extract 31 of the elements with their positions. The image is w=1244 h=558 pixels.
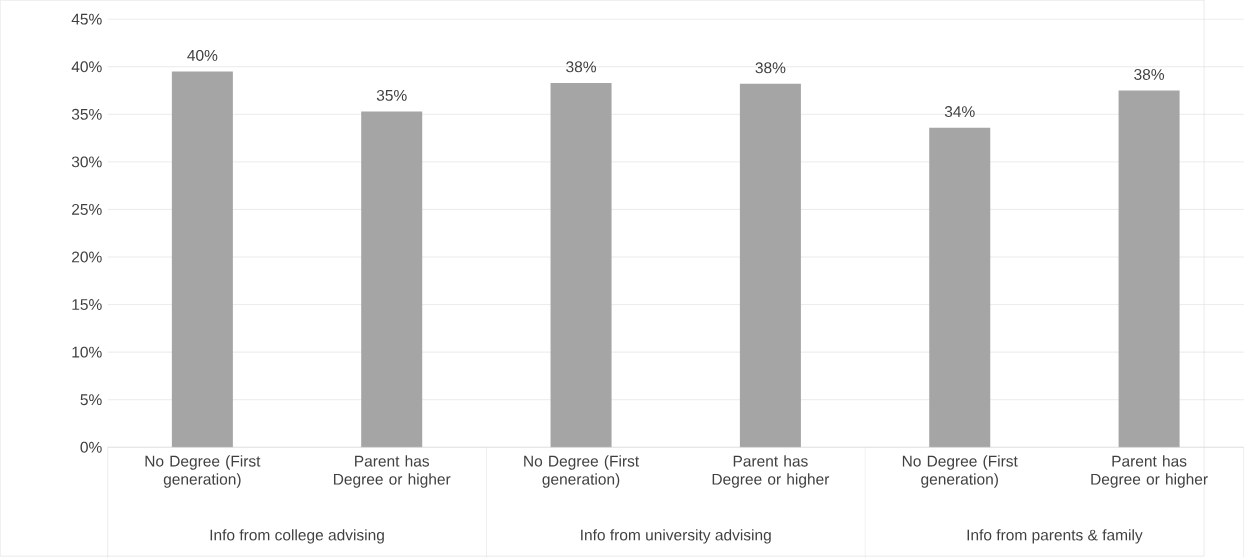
y-tick-label: 30%	[71, 156, 102, 168]
data-label: 35%	[376, 89, 407, 101]
bar	[361, 111, 423, 448]
data-label: 38%	[1134, 69, 1165, 80]
y-tick-label: 20%	[72, 251, 102, 263]
x-tick-label: No Degree (First generation)	[524, 455, 640, 488]
y-tick-label: 35%	[71, 108, 102, 120]
data-label: 38%	[566, 61, 597, 73]
data-label: 40%	[187, 49, 218, 61]
text: Info from parents & family	[967, 529, 1143, 544]
y-tick-label: 5%	[80, 394, 102, 406]
x-tick-label: No Degree (First generation)	[145, 455, 261, 488]
data-label: 38%	[755, 62, 786, 74]
x-tick-label: Parent has Degree or higher	[1091, 455, 1208, 488]
bar	[171, 71, 233, 448]
y-tick-label: 25%	[72, 203, 102, 215]
data-label: 34%	[944, 106, 975, 118]
y-tick-label: 45%	[71, 13, 102, 25]
bar	[550, 82, 612, 448]
y-tick-label: 0%	[80, 441, 102, 453]
bar	[1118, 90, 1180, 448]
x-tick-label: Parent has Degree or higher	[333, 455, 451, 488]
y-tick-label: 15%	[72, 299, 102, 311]
text: Info from college advising	[210, 529, 384, 544]
text: Info from university advising	[581, 529, 771, 544]
y-tick-label: 40%	[71, 61, 102, 73]
bar	[929, 127, 991, 448]
bar	[739, 83, 801, 448]
x-tick-label: No Degree (First generation)	[902, 455, 1018, 488]
x-tick-label: Parent has Degree or higher	[712, 455, 830, 488]
y-tick-label: 10%	[72, 346, 102, 358]
